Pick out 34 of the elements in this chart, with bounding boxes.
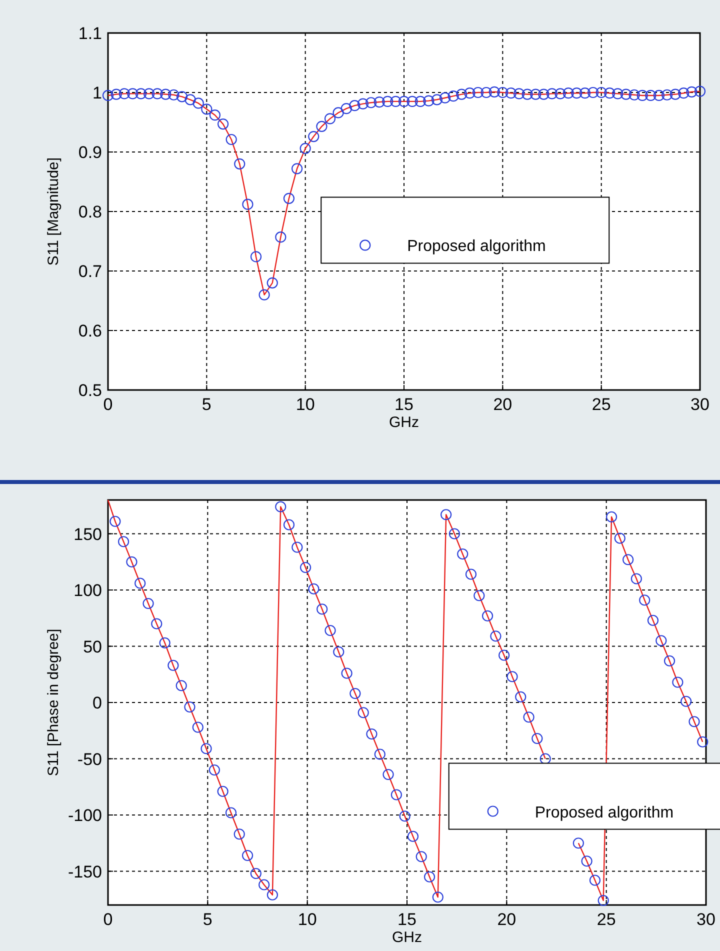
legend: Proposed algorithm [448, 762, 720, 830]
y-tick-label: 1.1 [78, 24, 102, 43]
x-axis-title: GHz [389, 414, 419, 431]
y-tick-label: 0.8 [78, 202, 102, 222]
y-tick-label: -50 [77, 750, 102, 769]
y-tick-label: -100 [68, 806, 102, 825]
x-tick-label: 5 [202, 910, 212, 929]
x-tick-label: 5 [202, 395, 212, 414]
x-tick-label: 10 [296, 395, 315, 414]
y-tick-label: -150 [68, 862, 102, 882]
y-tick-label: 0.7 [78, 262, 102, 281]
legend-label: Proposed algorithm [407, 238, 546, 256]
legend-label: Proposed algorithm [534, 804, 674, 822]
y-tick-label: 1 [92, 84, 102, 102]
x-tick-label: 25 [596, 910, 616, 929]
y-axis-title: S11 [Magnitude] [45, 157, 62, 266]
x-tick-label: 20 [493, 395, 512, 414]
y-tick-label: 50 [83, 637, 102, 656]
y-tick-label: 0.9 [78, 143, 102, 162]
x-tick-label: 25 [592, 395, 611, 414]
x-tick-label: 15 [394, 395, 414, 414]
x-tick-label: 15 [398, 910, 416, 929]
y-tick-label: 0.6 [78, 322, 102, 340]
y-tick-label: 0 [92, 694, 102, 712]
x-axis-title: GHz [392, 929, 422, 946]
y-axis-title: S11 [Phase in degree] [45, 628, 62, 776]
y-tick-label: 150 [74, 524, 102, 544]
y-tick-label: 100 [74, 581, 102, 600]
y-tick-label: 0.5 [78, 381, 102, 400]
x-tick-label: 20 [497, 910, 516, 929]
legend: Proposed algorithm [320, 196, 610, 264]
x-tick-label: 10 [298, 910, 317, 929]
x-tick-label: 30 [696, 910, 716, 929]
x-tick-label: 30 [690, 395, 710, 414]
